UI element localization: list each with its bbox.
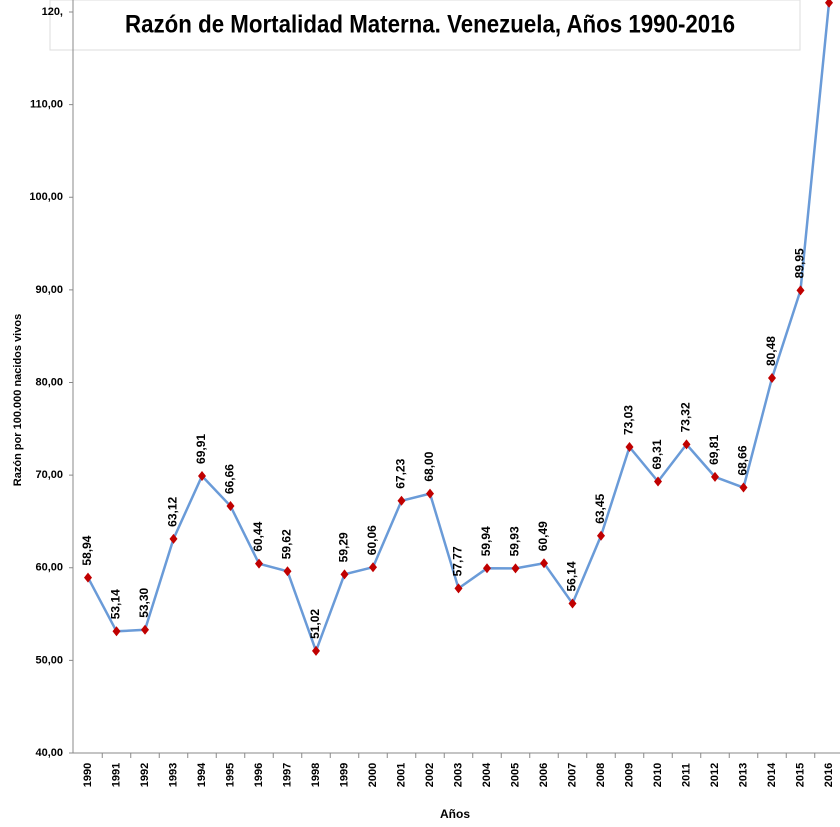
data-label: 59,62 (280, 529, 294, 559)
x-tick-label: 1990 (82, 763, 94, 787)
x-tick-label: 1998 (310, 763, 322, 787)
x-tick-label: 2016 (823, 763, 835, 787)
data-label: 68,66 (736, 445, 750, 475)
data-label: 69,81 (707, 435, 721, 465)
y-tick-label: 100,00 (29, 191, 63, 203)
y-tick-label: 40,00 (35, 747, 63, 759)
data-point (483, 563, 491, 574)
x-tick-label: 2003 (452, 763, 464, 787)
data-label: 57,77 (451, 546, 465, 576)
data-label: 68,00 (422, 451, 436, 481)
data-label: 60,06 (365, 525, 379, 555)
data-point (397, 495, 406, 506)
y-tick-label: 70,00 (35, 469, 63, 481)
data-label: 60,44 (251, 521, 265, 551)
x-tick-label: 2004 (481, 762, 493, 787)
data-label: 73,03 (622, 405, 636, 435)
data-label: 69,31 (650, 439, 664, 469)
data-point (169, 533, 178, 544)
data-point (312, 645, 320, 656)
data-point (369, 562, 377, 573)
data-point (796, 285, 805, 296)
x-tick-label: 1999 (338, 763, 350, 787)
x-tick-label: 2005 (509, 763, 521, 787)
x-tick-label: 2014 (766, 762, 778, 787)
x-tick-label: 2006 (538, 763, 550, 787)
data-point (768, 373, 776, 384)
y-axis-label: Razón por 100.000 nacidos vivos (12, 314, 24, 486)
data-point (711, 471, 719, 482)
y-tick-label: 80,00 (35, 376, 63, 388)
data-label: 66,66 (223, 464, 237, 494)
x-tick-label: 1996 (253, 763, 265, 787)
data-label: 63,12 (166, 496, 180, 526)
data-point (112, 626, 121, 637)
x-tick-label: 1991 (110, 763, 122, 787)
data-point (682, 439, 691, 450)
x-tick-label: 2012 (709, 763, 721, 787)
x-tick-label: 2008 (595, 763, 607, 787)
data-point (255, 558, 263, 569)
data-point (340, 569, 349, 580)
data-point (511, 563, 520, 574)
x-tick-label: 1994 (196, 762, 208, 787)
x-tick-label: 2007 (566, 763, 578, 787)
data-label: 59,29 (337, 532, 351, 562)
x-tick-label: 2011 (680, 763, 692, 787)
x-tick-label: 1992 (139, 763, 151, 787)
x-tick-label: 2001 (395, 763, 407, 787)
data-point (84, 572, 92, 583)
data-label: 59,93 (508, 526, 522, 556)
x-tick-label: 2013 (737, 763, 749, 787)
data-label: 53,14 (109, 589, 123, 619)
data-label: 89,95 (793, 248, 807, 278)
data-point (568, 598, 577, 609)
data-label: 56,14 (565, 561, 579, 591)
data-point (226, 501, 235, 512)
y-tick-label: 50,00 (35, 654, 63, 666)
y-tick-label: 110,00 (30, 99, 63, 111)
data-point (454, 583, 463, 594)
data-point (426, 488, 434, 499)
data-label: 53,30 (137, 587, 151, 617)
data-label: 67,23 (394, 458, 408, 488)
x-tick-label: 1993 (167, 763, 179, 787)
y-tick-label: 90,00 (35, 284, 63, 296)
data-point (141, 624, 149, 635)
chart-title: Razón de Mortalidad Materna. Venezuela, … (125, 11, 735, 39)
x-tick-label: 2000 (367, 763, 379, 787)
data-label: 58,94 (80, 535, 94, 565)
data-point (739, 482, 748, 493)
data-label: 69,91 (194, 434, 208, 464)
x-tick-label: 2015 (794, 763, 806, 787)
data-point (540, 558, 548, 569)
x-tick-label: 2010 (652, 763, 664, 787)
x-axis-label: Años (440, 807, 470, 821)
x-tick-label: 2002 (424, 763, 436, 787)
data-label: 59,94 (479, 526, 493, 556)
y-tick-label: 60,00 (35, 562, 63, 574)
data-label: 73,32 (679, 402, 693, 432)
data-label: 51,02 (308, 609, 322, 639)
data-label: 60,49 (536, 521, 550, 551)
title-box (49, 0, 801, 51)
data-point (283, 566, 292, 577)
data-label: 80,48 (764, 336, 778, 366)
y-tick-label: 120, (42, 6, 63, 18)
x-tick-label: 1997 (281, 763, 293, 787)
x-tick-label: 2009 (623, 763, 635, 787)
data-point (654, 476, 662, 487)
data-point (825, 0, 833, 8)
data-point (597, 530, 605, 541)
data-label: 63,45 (593, 493, 607, 523)
data-point (625, 442, 634, 453)
x-tick-label: 1995 (224, 763, 236, 787)
plot-area (84, 0, 833, 656)
data-point (198, 470, 206, 481)
